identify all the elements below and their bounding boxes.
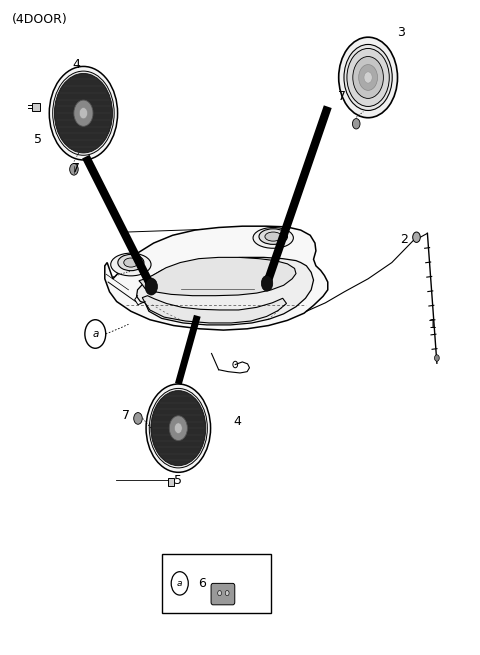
FancyBboxPatch shape: [162, 553, 271, 613]
Circle shape: [169, 416, 187, 441]
Polygon shape: [142, 295, 287, 323]
Text: 7: 7: [72, 162, 80, 175]
Text: 7: 7: [122, 409, 130, 422]
Text: 3: 3: [397, 26, 405, 39]
Circle shape: [339, 37, 397, 118]
Text: (4DOOR): (4DOOR): [12, 12, 68, 26]
Circle shape: [353, 56, 384, 98]
Circle shape: [146, 384, 211, 472]
Circle shape: [218, 591, 221, 595]
Text: a: a: [177, 579, 182, 588]
Polygon shape: [139, 257, 296, 295]
Circle shape: [344, 45, 392, 111]
Circle shape: [434, 355, 439, 362]
Ellipse shape: [259, 229, 288, 244]
Text: 7: 7: [338, 90, 346, 103]
Circle shape: [359, 65, 377, 90]
Ellipse shape: [124, 258, 138, 267]
Circle shape: [49, 66, 118, 160]
Polygon shape: [105, 226, 328, 330]
Circle shape: [134, 413, 142, 424]
Polygon shape: [137, 257, 313, 325]
FancyBboxPatch shape: [211, 584, 235, 605]
Circle shape: [364, 72, 372, 83]
Circle shape: [171, 572, 188, 595]
Circle shape: [174, 423, 182, 434]
Circle shape: [151, 390, 206, 466]
Text: 4: 4: [72, 58, 80, 71]
Ellipse shape: [118, 254, 144, 271]
Text: 6: 6: [198, 577, 206, 590]
Circle shape: [79, 107, 87, 119]
FancyBboxPatch shape: [32, 103, 40, 111]
Circle shape: [261, 276, 273, 291]
Circle shape: [145, 278, 157, 295]
Circle shape: [74, 100, 93, 126]
Circle shape: [54, 73, 112, 153]
Circle shape: [225, 591, 229, 595]
Circle shape: [70, 164, 78, 175]
Text: 1: 1: [428, 318, 436, 331]
Ellipse shape: [265, 232, 281, 241]
Circle shape: [347, 48, 389, 107]
Text: 4: 4: [234, 415, 241, 428]
Text: 5: 5: [174, 474, 182, 487]
Circle shape: [85, 320, 106, 348]
Text: 2: 2: [400, 233, 408, 246]
Circle shape: [53, 71, 114, 155]
Ellipse shape: [111, 253, 151, 276]
Circle shape: [413, 232, 420, 242]
Text: 5: 5: [35, 133, 42, 145]
FancyBboxPatch shape: [168, 478, 174, 486]
Ellipse shape: [253, 227, 293, 248]
Circle shape: [149, 388, 207, 468]
Text: a: a: [92, 329, 98, 339]
Circle shape: [352, 119, 360, 129]
